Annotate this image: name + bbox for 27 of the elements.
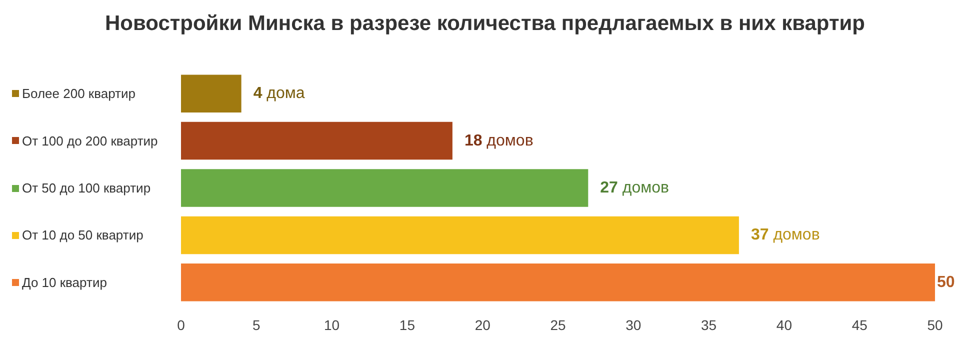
y-tick-label: От 50 до 100 квартир [22,180,151,196]
data-label: 18 домов [464,132,534,150]
x-tick-label: 20 [474,317,491,333]
data-label: 4 дома [253,85,305,102]
y-tick-label: От 100 до 200 квартир [22,133,158,148]
x-tick-label: 45 [852,317,868,333]
x-tick-label: 50 [927,317,943,333]
x-tick-label: 35 [701,317,717,333]
x-tick-label: 15 [399,317,416,333]
x-tick-label: 5 [252,317,260,333]
data-label: 50 [937,274,955,291]
bar [181,216,739,254]
data-label: 37 домов [750,226,820,244]
bar [181,122,452,160]
data-label: 27 домов [600,180,670,196]
bar [181,74,242,112]
bar [181,169,588,207]
bar [181,264,935,302]
y-tick-label: Более 200 квартир [22,86,136,102]
x-tick-label: 25 [550,317,566,333]
x-tick-label: 40 [776,317,792,333]
x-tick-label: 10 [324,317,340,333]
x-tick-label: 30 [626,317,642,333]
x-tick-label: 0 [177,317,186,333]
chart-title: Новостройки Минска в разрезе количества предлагаемых в них квартир [105,12,865,35]
y-tick-label: От 10 до 50 квартир [22,228,144,243]
y-tick-label: До 10 квартир [22,274,107,290]
